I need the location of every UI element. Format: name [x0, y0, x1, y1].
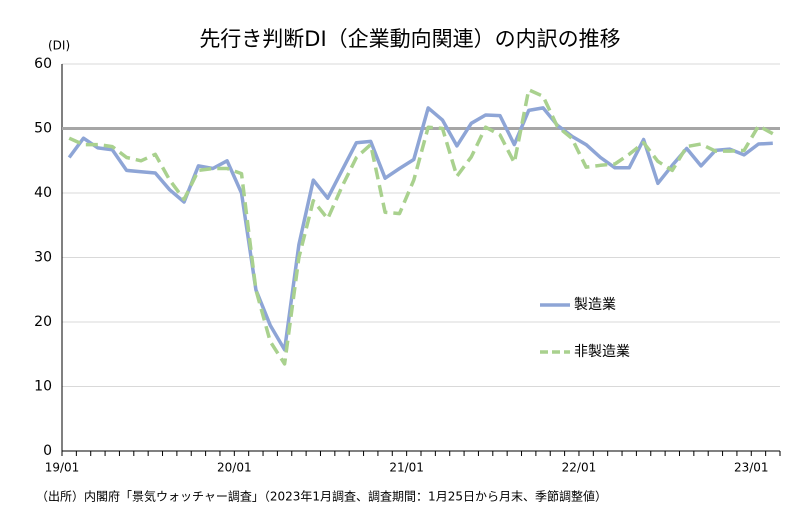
x-tick-label: 21/01	[389, 461, 424, 475]
chart-title: 先行き判断DI（企業動向関連）の内訳の推移	[199, 27, 620, 51]
source-note: （出所）内閣府「景気ウォッチャー調査」（2023年1月調査、調査期間：1月25日…	[36, 489, 607, 504]
legend-label: 製造業	[574, 297, 616, 313]
legend-label: 非製造業	[574, 344, 630, 360]
series-line	[68, 88, 774, 366]
y-tick-label: 20	[34, 314, 52, 330]
x-tick-label: 23/01	[734, 461, 769, 475]
y-tick-label: 60	[34, 56, 52, 72]
y-tick-label: 10	[34, 379, 52, 395]
y-tick-label: 0	[43, 443, 52, 459]
x-tick-label: 20/01	[217, 461, 252, 475]
x-tick-label: 22/01	[562, 461, 597, 475]
y-tick-label: 50	[34, 121, 52, 137]
x-tick-label: 19/01	[45, 461, 80, 475]
y-tick-label: 30	[34, 250, 52, 266]
series-line	[67, 106, 773, 352]
y-unit: (DI)	[48, 39, 70, 53]
y-tick-label: 40	[34, 185, 52, 201]
